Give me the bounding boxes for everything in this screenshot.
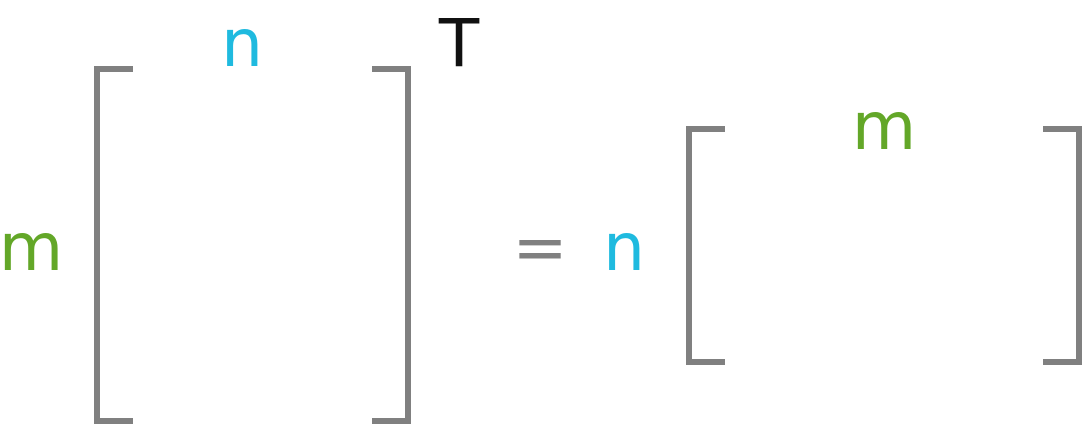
left-matrix-right-bracket	[372, 66, 411, 424]
right-matrix-left-bracket	[686, 126, 725, 365]
left-matrix: n m T	[0, 5, 480, 424]
transpose-superscript: T	[438, 5, 480, 82]
right-matrix-right-bracket	[1043, 126, 1082, 365]
left-matrix-left-bracket	[94, 66, 133, 424]
right-matrix-row-label: n	[603, 209, 645, 286]
right-matrix-col-label: m	[852, 88, 916, 165]
left-matrix-row-label: m	[0, 209, 63, 286]
right-matrix: m n	[603, 88, 1082, 365]
left-matrix-col-label: n	[221, 5, 263, 82]
equals-sign: =	[512, 209, 567, 286]
